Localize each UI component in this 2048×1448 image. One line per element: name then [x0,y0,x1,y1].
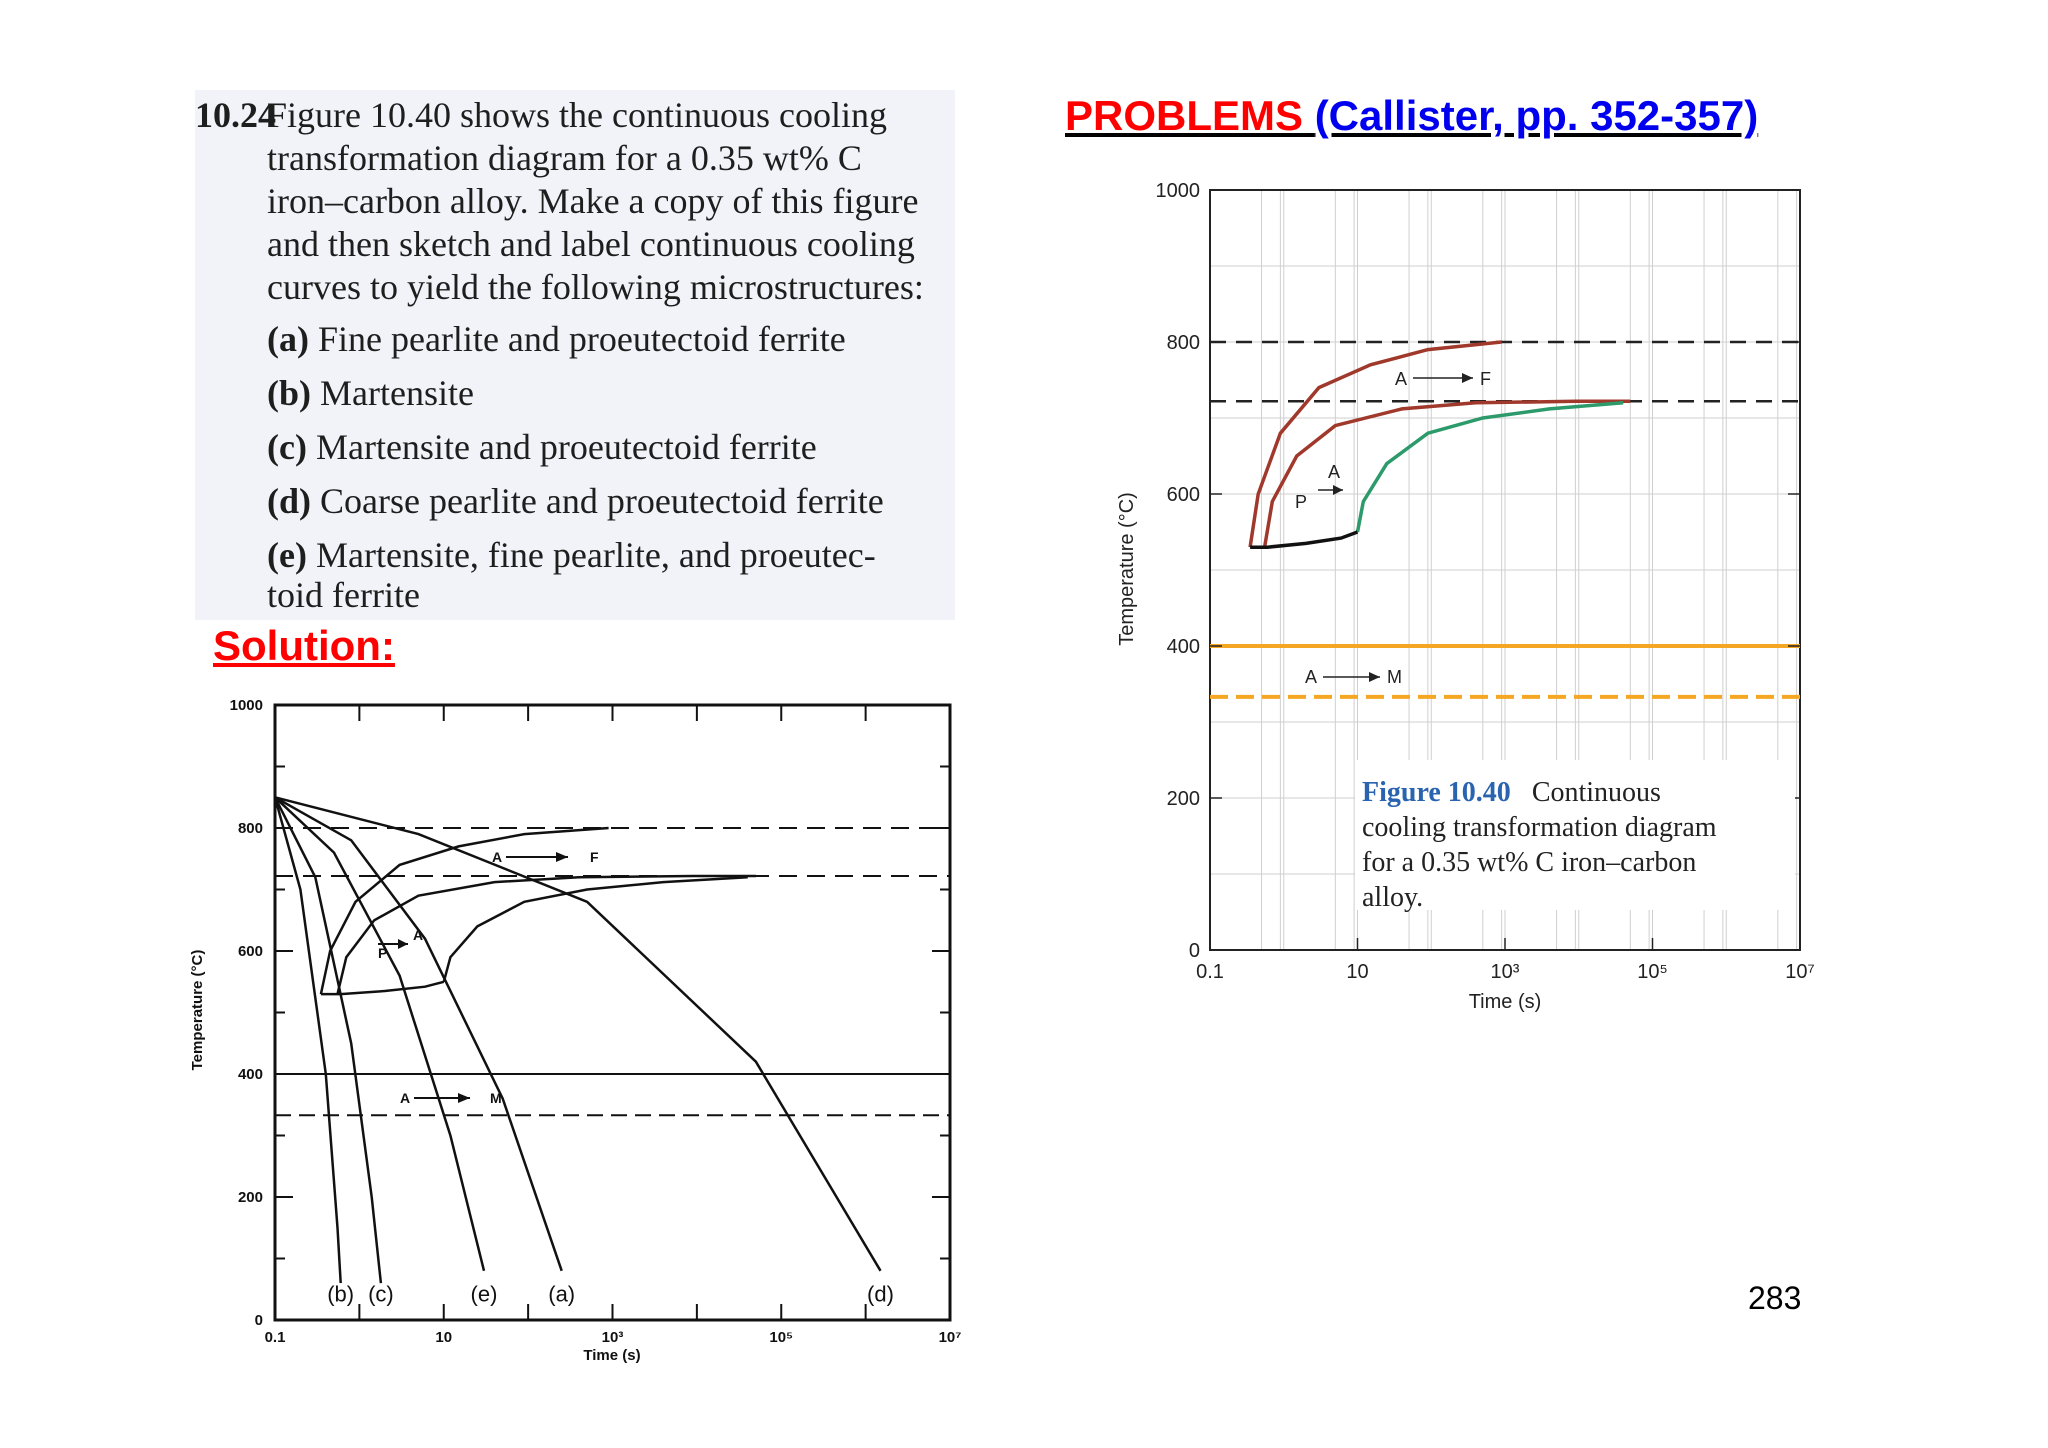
y-tick-label: 400 [1167,636,1200,658]
arrowhead [398,939,408,949]
y-tick-label: 600 [1167,484,1200,506]
intro-line: iron–carbon alloy. Make a copy of this f… [267,181,919,221]
curve-label: (b) [327,1282,354,1307]
arrowhead [458,1093,470,1103]
item-e: (e) Martensite, fine pearlite, and proeu… [267,535,876,575]
item-e-cont: toid ferrite [267,575,420,615]
x-axis-label: Time (s) [583,1347,640,1364]
cooling-curve-d [274,796,882,1272]
x-ticks: 0.1 10 10³ 10⁵ 10⁷ [1196,938,1815,983]
curve-labels: (b) (c) (e) (a) (d) [327,1282,894,1307]
annotation-a: A [492,849,502,865]
annotation-a3: A [400,1090,410,1106]
annotation-f: F [590,849,599,865]
transformation-curves [319,826,756,996]
cct-diagram: 0 200 400 600 800 1000 0.1 10 10³ 10⁵ 10⁷ Tempera… [1116,180,1815,1013]
x-axis-label: Time (s) [1469,991,1542,1013]
figure-caption: Figure 10.40 Continuous cooling transfor… [1362,777,1717,913]
annotation-a3: A [1305,667,1317,687]
cooling-curve-c [273,796,383,1284]
x-tick-label: 0.1 [1196,961,1224,983]
reference-lines [275,827,950,1117]
x-tick-label: 10³ [1491,961,1520,983]
annotation-p: P [378,945,387,961]
problem-scan: 10.24 Figure 10.40 shows the continuous … [195,90,955,620]
y-axis-label: Temperature (°C) [189,950,206,1071]
intro-line: Figure 10.40 shows the continuous coolin… [267,95,887,135]
annotation-m: M [1387,667,1402,687]
annotation-a2: A [1328,462,1340,482]
y-ticks: 0 200 400 600 800 1000 [1156,180,1800,962]
problems-label: PROBLEMS [1065,92,1304,139]
annotation-p: P [1295,492,1307,512]
problem-number: 10.24 [195,95,276,135]
intro-line: transformation diagram for a 0.35 wt% C [267,138,862,178]
arrowhead [556,852,568,862]
lower-boundary-curve [1250,530,1359,549]
annotation-m: M [490,1090,502,1106]
curve-label: (e) [471,1282,498,1307]
y-tick-label: 800 [1167,332,1200,354]
arrowhead [1462,373,1473,383]
annotation-f: F [1480,369,1491,389]
cooling-curve-b [273,796,342,1284]
annotation-a2: A [413,927,423,943]
solution-label: Solution: [213,622,395,669]
item-c: (c) Martensite and proeutectoid ferrite [267,427,817,467]
item-d: (d) Coarse pearlite and proeutectoid fer… [267,481,884,521]
curve-label: (a) [548,1282,575,1307]
lower-boundary-curve [320,980,445,996]
annotations: A F A P A M [378,849,599,1106]
y-tick-label: 0 [255,1312,263,1329]
cooling-curve-a [274,796,563,1272]
x-tick-label: 0.1 [265,1329,286,1346]
curve-label: (c) [368,1282,394,1307]
pearlite-start-curve [336,874,756,995]
ferrite-start-curve [1248,340,1502,548]
x-tick-label: 10 [435,1329,452,1346]
cooling-curves [273,796,882,1284]
y-tick-label: 400 [238,1066,263,1083]
annotation-a: A [1395,369,1407,389]
intro-line: and then sketch and label continuous coo… [267,224,915,264]
plot-frame [273,703,952,1322]
x-tick-label: 10³ [602,1329,624,1346]
y-axis-label: Temperature (°C) [1116,492,1138,646]
x-tick-label: 10⁷ [939,1329,962,1346]
annotations: A F A P A M [1295,369,1491,687]
y-tick-label: 1000 [1156,180,1201,202]
y-ticks: 0 200 400 600 800 1000 [230,697,950,1329]
x-tick-label: 10⁵ [1637,961,1668,983]
source-link[interactable]: (Callister, pp. 352-357) [1314,92,1759,139]
y-tick-label: 800 [238,820,263,837]
item-a: (a) Fine pearlite and proeutectoid ferri… [267,319,846,359]
problems-heading: PROBLEMS (Callister, pp. 352-357) [1065,92,1758,140]
x-tick-label: 10 [1346,961,1368,983]
caption-bg [1355,760,1795,910]
y-tick-label: 0 [1189,940,1200,962]
x-tick-label: 10⁵ [769,1329,793,1346]
curve-label: (d) [867,1282,894,1307]
arrowhead [1369,672,1380,682]
y-tick-label: 600 [238,943,263,960]
y-tick-label: 200 [238,1189,263,1206]
cooling-curve-e [274,796,486,1272]
item-b: (b) Martensite [267,373,474,413]
transformation-curves [1248,340,1631,549]
x-ticks: 0.1 10 10³ 10⁵ 10⁷ [265,705,962,1346]
y-tick-label: 1000 [230,697,263,714]
pearlite-finish-curve [442,875,748,983]
x-tick-label: 10⁷ [1785,961,1814,983]
page-number: 283 [1748,1280,1802,1316]
pearlite-start-curve [1262,399,1631,548]
pearlite-finish-curve [1355,401,1624,533]
intro-line: curves to yield the following microstruc… [267,267,924,307]
arrowhead [1333,485,1343,495]
y-tick-label: 200 [1167,788,1200,810]
figure-number: Figure 10.40 [1362,777,1511,808]
